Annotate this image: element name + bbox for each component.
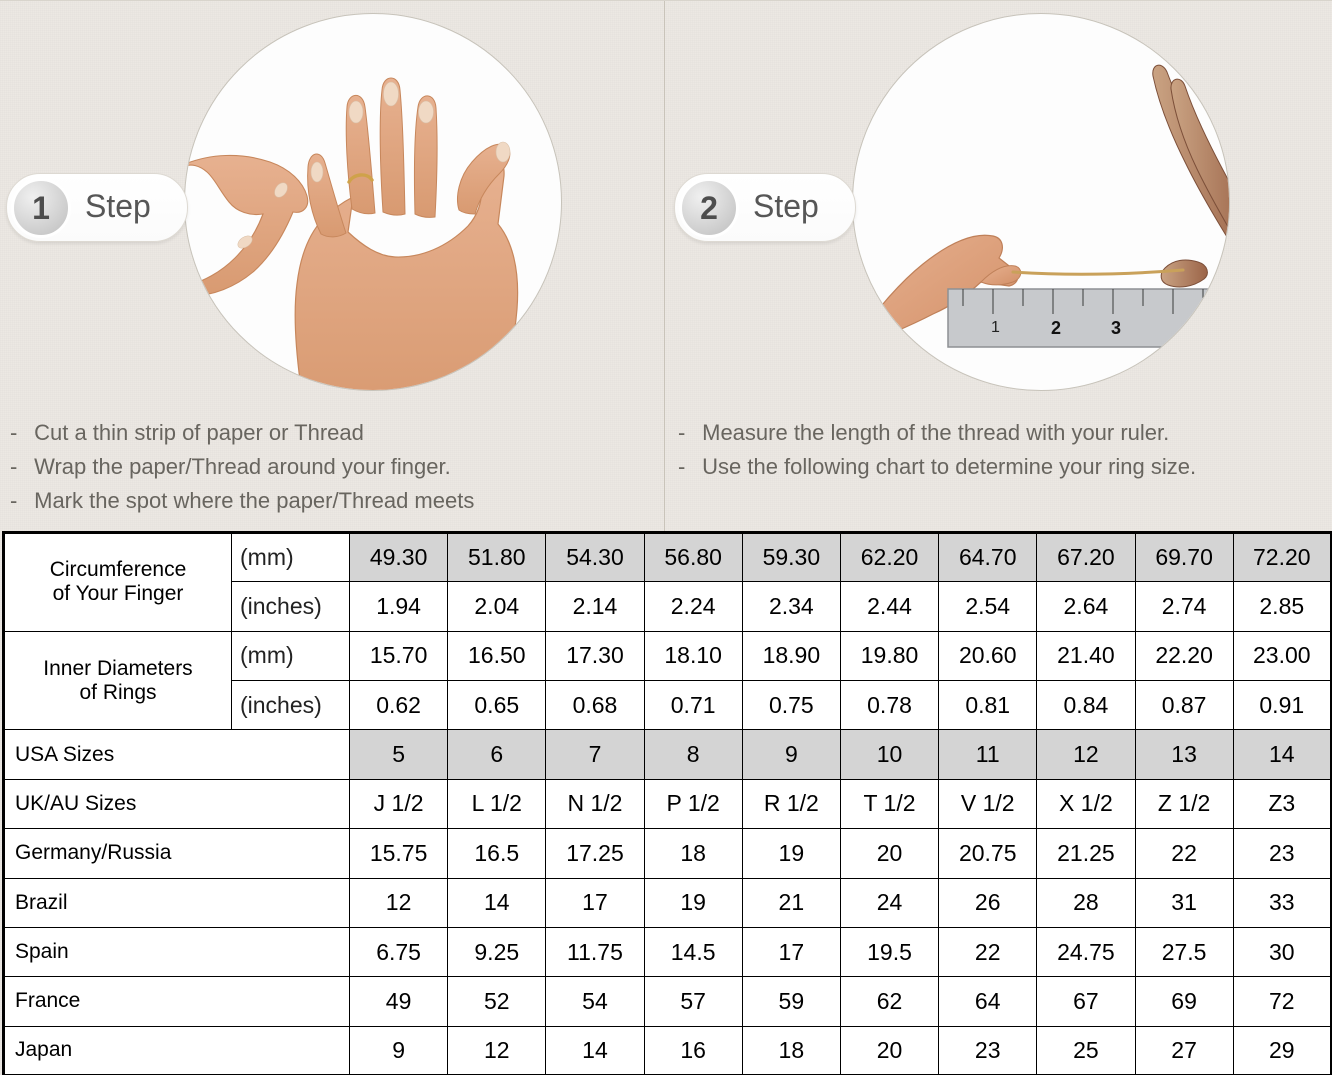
svg-text:3: 3 bbox=[1111, 318, 1121, 338]
svg-text:2: 2 bbox=[1051, 318, 1061, 338]
svg-text:1: 1 bbox=[991, 319, 1000, 336]
